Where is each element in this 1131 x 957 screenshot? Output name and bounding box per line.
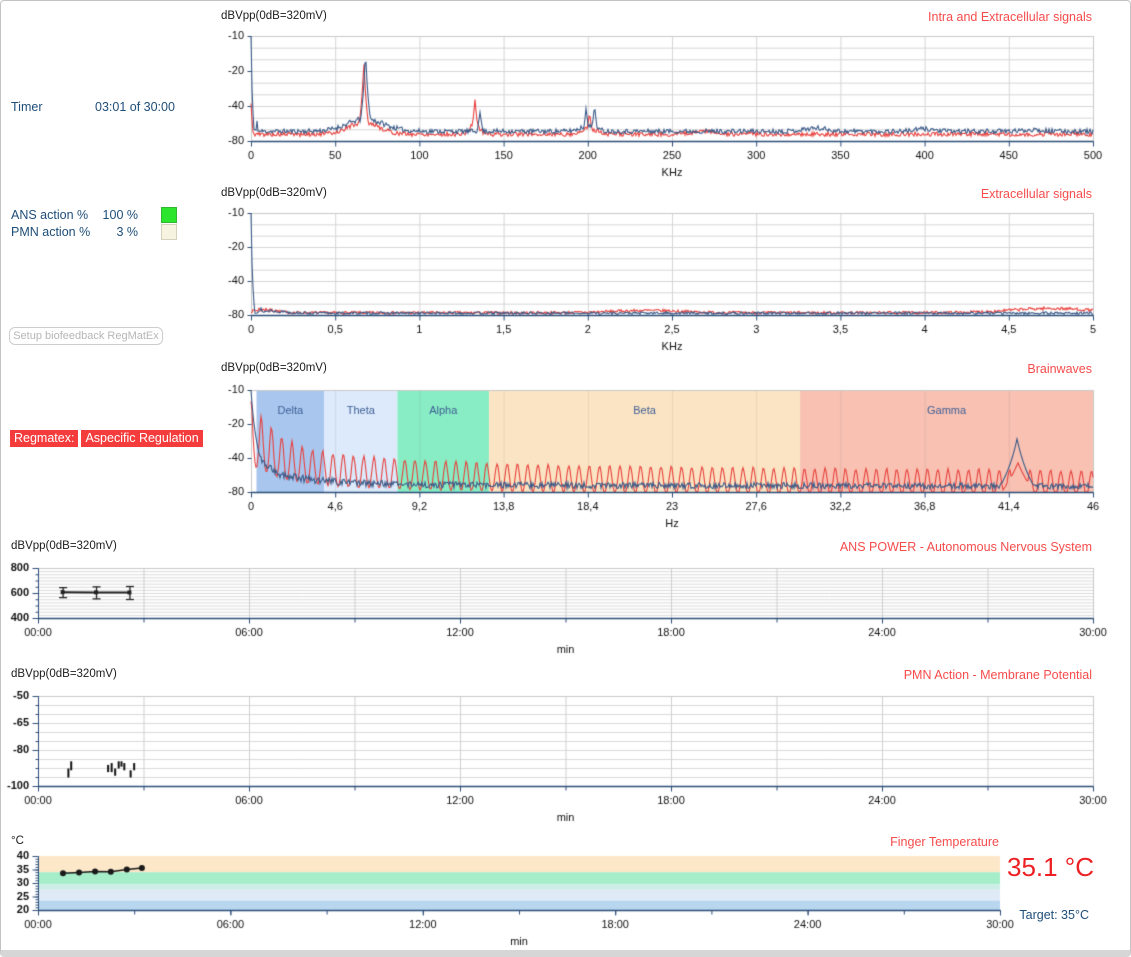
chart-title-pmn-action: PMN Action - Membrane Potential bbox=[903, 668, 1092, 682]
timer-value: 03:01 of 30:00 bbox=[95, 100, 175, 114]
regmatex-badge-label: Regmatex: bbox=[10, 430, 79, 447]
pmn-action-label: PMN action % bbox=[11, 225, 91, 239]
y-axis-unit-label: dBVpp(0dB=320mV) bbox=[11, 668, 117, 680]
timer-label: Timer bbox=[11, 100, 43, 114]
ans-action-swatch bbox=[161, 207, 177, 223]
pmn-action-swatch bbox=[161, 224, 177, 240]
ans-action-label: ANS action % bbox=[11, 208, 89, 222]
y-axis-unit-label: °C bbox=[11, 835, 24, 847]
pmn-action-value: 3 % bbox=[116, 225, 138, 239]
chart-title-ans-power: ANS POWER - Autonomous Nervous System bbox=[839, 540, 1092, 554]
regmatex-status: Regmatex: Aspecific Regulation bbox=[10, 429, 206, 447]
y-axis-unit-label: dBVpp(0dB=320mV) bbox=[221, 187, 327, 199]
temperature-readout: 35.1 °C bbox=[1006, 852, 1094, 882]
y-axis-unit-label: dBVpp(0dB=320mV) bbox=[11, 540, 117, 552]
chart-title-intra-extra: Intra and Extracellular signals bbox=[928, 10, 1092, 24]
chart-title-finger-temperature: Finger Temperature bbox=[890, 835, 999, 849]
temperature-target: Target: 35°C bbox=[1019, 908, 1089, 922]
chart-title-brainwaves: Brainwaves bbox=[1027, 362, 1092, 376]
ans-action-value: 100 % bbox=[102, 208, 138, 222]
chart-title-extracellular: Extracellular signals bbox=[980, 187, 1092, 201]
y-axis-unit-label: dBVpp(0dB=320mV) bbox=[221, 10, 327, 22]
y-axis-unit-label: dBVpp(0dB=320mV) bbox=[221, 362, 327, 374]
regmatex-badge-value: Aspecific Regulation bbox=[81, 430, 203, 447]
setup-biofeedback-button[interactable]: Setup biofeedback RegMatEx bbox=[9, 327, 163, 345]
